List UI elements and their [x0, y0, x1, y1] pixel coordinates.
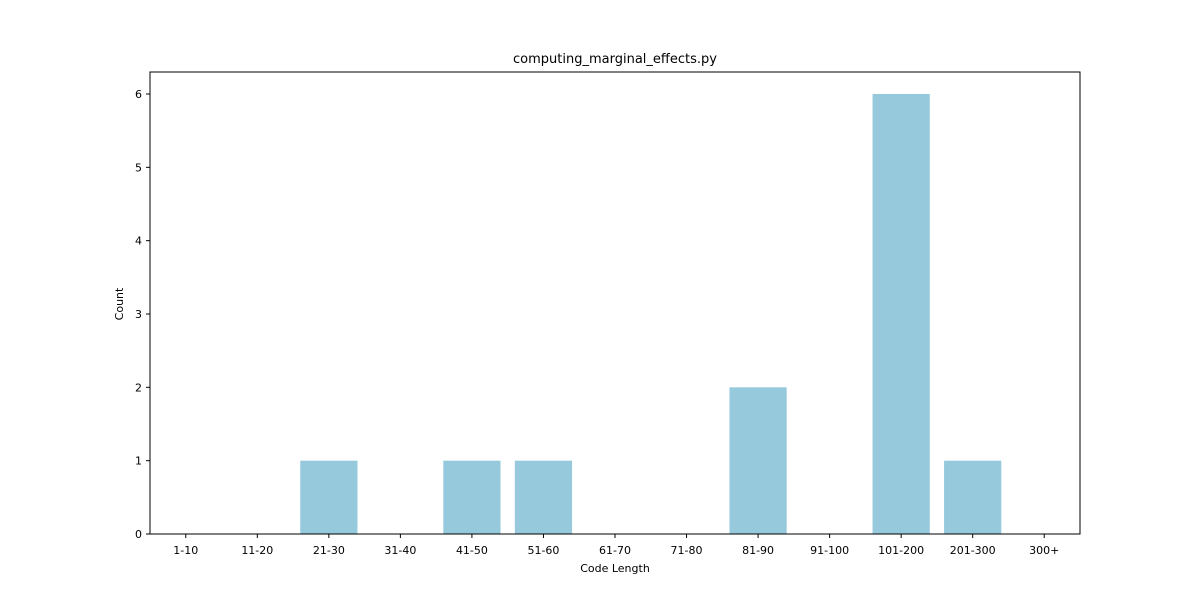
bar-21-30	[300, 460, 358, 534]
x-tick-label: 11-20	[241, 544, 273, 557]
x-tick-label: 21-30	[313, 544, 345, 557]
x-tick-label: 1-10	[173, 544, 198, 557]
x-tick-label: 61-70	[599, 544, 631, 557]
y-tick-label: 4	[135, 235, 142, 248]
x-tick-label: 201-300	[950, 544, 996, 557]
x-axis: 1-10 11-20 21-30 31-40 41-50 51-60 61-70 71-80 8…	[173, 534, 1059, 557]
chart-title: computing_marginal_effects.py	[513, 52, 717, 67]
bar-41-50	[443, 460, 501, 534]
bar-201-300	[944, 460, 1002, 534]
bar-51-60	[514, 460, 573, 534]
x-tick-label: 71-80	[671, 544, 703, 557]
x-tick-label: 91-100	[810, 544, 849, 557]
y-tick-label: 0	[135, 528, 142, 541]
x-tick-label: 101-200	[878, 544, 924, 557]
y-axis: 0 1 2 3 4 5 6	[135, 88, 150, 541]
bar-101-200	[872, 94, 930, 534]
y-tick-label: 6	[135, 88, 142, 101]
y-tick-label: 1	[135, 455, 142, 468]
x-axis-label: Code Length	[580, 562, 650, 575]
x-tick-label: 41-50	[456, 544, 488, 557]
x-tick-label: 51-60	[527, 544, 559, 557]
y-tick-label: 2	[135, 381, 142, 394]
plot-frame	[149, 71, 1081, 535]
y-axis-label: Count	[113, 287, 126, 320]
x-tick-label: 81-90	[742, 544, 774, 557]
y-tick-label: 3	[135, 308, 142, 321]
bars-group	[300, 94, 1002, 534]
y-tick-label: 5	[135, 161, 142, 174]
bar-81-90	[729, 387, 787, 534]
x-tick-label: 31-40	[384, 544, 416, 557]
x-tick-label: 300+	[1029, 544, 1059, 557]
